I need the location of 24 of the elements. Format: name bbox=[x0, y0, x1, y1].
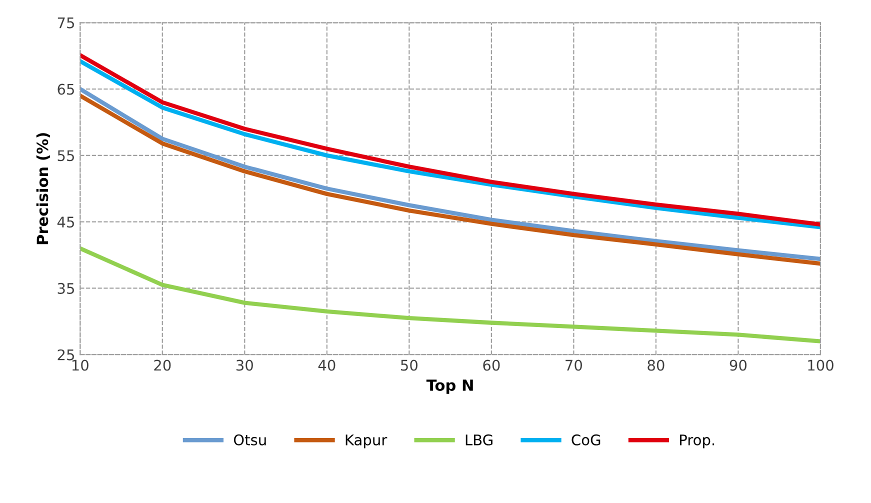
x-axis-title: Top N bbox=[426, 380, 473, 394]
x-tick-label: 70 bbox=[566, 360, 582, 371]
x-tick-label: 50 bbox=[401, 360, 418, 371]
y-axis-title: Precision (%) bbox=[36, 133, 50, 244]
x-tick-label: 60 bbox=[483, 360, 500, 371]
x-tick-label: 20 bbox=[154, 360, 171, 371]
legend-label: Otsu bbox=[234, 434, 266, 446]
y-tick-label: 45 bbox=[57, 216, 74, 228]
y-tick-label: 65 bbox=[58, 84, 74, 95]
x-tick-label: 30 bbox=[236, 360, 253, 371]
legend-label: Prop. bbox=[680, 434, 714, 448]
legend-label: LBG bbox=[466, 434, 492, 446]
x-tick-label: 90 bbox=[730, 360, 747, 371]
x-tick-label: 80 bbox=[648, 360, 664, 371]
x-tick-label: 100 bbox=[808, 360, 834, 371]
legend-label: CoG bbox=[572, 434, 600, 446]
y-tick-label: 35 bbox=[58, 282, 74, 294]
y-tick-label: 25 bbox=[58, 349, 74, 360]
x-tick-label: 40 bbox=[318, 360, 336, 371]
line-series bbox=[80, 246, 820, 344]
x-tick-label: 10 bbox=[72, 360, 88, 371]
legend-label: Kapur bbox=[346, 434, 388, 448]
y-tick-label: 55 bbox=[58, 150, 74, 162]
y-tick-label: 75 bbox=[58, 18, 74, 28]
